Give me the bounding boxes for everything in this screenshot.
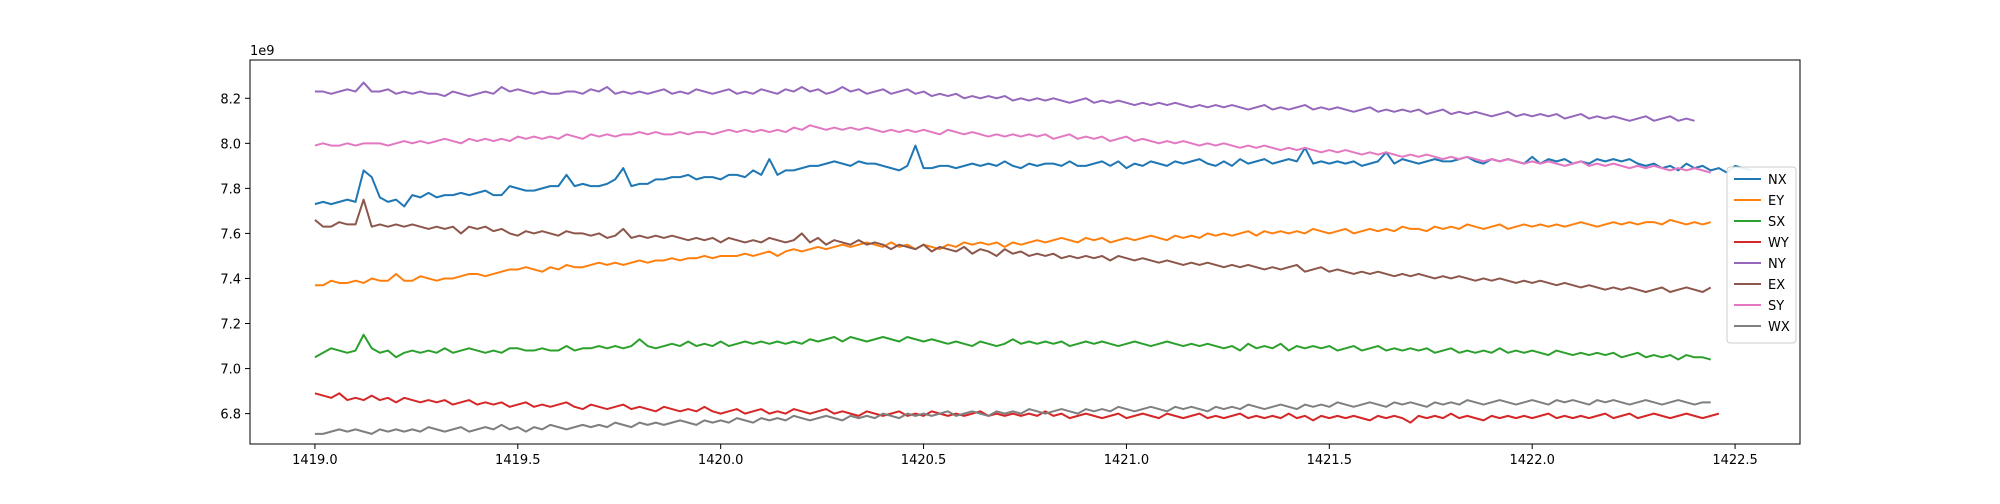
x-tick-label: 1420.5: [901, 453, 947, 468]
x-tick-label: 1419.5: [495, 453, 541, 468]
legend-box: [1726, 166, 1797, 344]
x-tick-label: 1422.5: [1712, 453, 1758, 468]
x-tick-label: 1420.0: [698, 453, 744, 468]
x-tick-label: 1422.0: [1509, 453, 1555, 468]
series-line-sx: [314, 333, 1711, 361]
series-layer: [314, 81, 1752, 435]
y-tick-label: 8.2: [220, 92, 241, 107]
series-line-ex: [314, 198, 1712, 293]
legend-label-wy: WY: [1768, 236, 1789, 251]
legend-label-wx: WX: [1768, 320, 1790, 335]
legend-label-ey: EY: [1768, 194, 1784, 209]
y-tick-label: 7.4: [220, 272, 241, 287]
y-tick-label: 7.0: [220, 363, 241, 378]
y-tick-label: 6.8: [220, 408, 241, 423]
y-tick-label: 7.8: [220, 182, 241, 197]
y-tick-label: 8.0: [220, 137, 241, 152]
legend-label-ex: EX: [1768, 278, 1785, 293]
y-tick-label: 7.2: [220, 318, 241, 333]
x-tick-label: 1419.0: [292, 453, 338, 468]
x-tick-label: 1421.0: [1104, 453, 1150, 468]
series-line-wy: [314, 392, 1720, 424]
y-axis: 6.8 7.0 7.2 7.4 7.6 7.8 8.0 8.2: [220, 92, 250, 423]
x-axis: 1419.0 1419.5 1420.0 1420.5 1421.0 1421.5 1422…: [292, 444, 1758, 468]
legend-label-nx: NX: [1768, 173, 1787, 188]
y-axis-offset-label: 1e9: [250, 44, 275, 59]
series-line-wx: [314, 399, 1711, 435]
legend: NX EY SX WY NY EX SY WX: [1726, 166, 1797, 344]
series-line-ny: [314, 81, 1695, 122]
series-line-sy: [314, 124, 1711, 174]
series-line-ey: [314, 218, 1711, 287]
y-tick-label: 7.6: [220, 227, 241, 242]
legend-label-sy: SY: [1768, 299, 1784, 314]
legend-label-ny: NY: [1768, 257, 1786, 272]
plot-background: [250, 60, 1800, 444]
x-tick-label: 1421.5: [1307, 453, 1353, 468]
legend-label-sx: SX: [1768, 215, 1785, 230]
plot-frame: [249, 59, 1801, 445]
